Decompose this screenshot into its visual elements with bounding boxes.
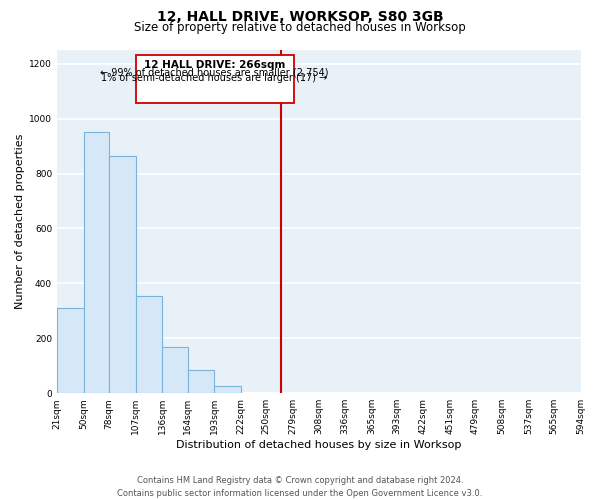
X-axis label: Distribution of detached houses by size in Worksop: Distribution of detached houses by size …	[176, 440, 461, 450]
Text: Size of property relative to detached houses in Worksop: Size of property relative to detached ho…	[134, 21, 466, 34]
Bar	[83, 132, 109, 393]
Text: ← 99% of detached houses are smaller (2,754): ← 99% of detached houses are smaller (2,…	[100, 67, 329, 77]
Bar	[162, 346, 188, 393]
Y-axis label: Number of detached properties: Number of detached properties	[15, 134, 25, 310]
Text: 12, HALL DRIVE, WORKSOP, S80 3GB: 12, HALL DRIVE, WORKSOP, S80 3GB	[157, 10, 443, 24]
Bar	[136, 56, 293, 102]
Bar	[109, 156, 136, 393]
Text: 1% of semi-detached houses are larger (17) →: 1% of semi-detached houses are larger (1…	[101, 74, 328, 84]
Text: Contains HM Land Registry data © Crown copyright and database right 2024.
Contai: Contains HM Land Registry data © Crown c…	[118, 476, 482, 498]
Text: 12 HALL DRIVE: 266sqm: 12 HALL DRIVE: 266sqm	[144, 60, 286, 70]
Bar	[214, 386, 241, 393]
Bar	[57, 308, 83, 393]
Bar	[188, 370, 214, 393]
Bar	[136, 296, 162, 393]
